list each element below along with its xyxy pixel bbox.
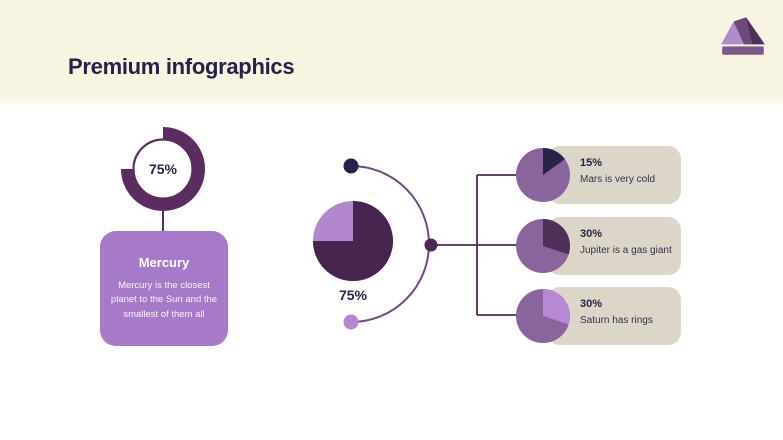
mercury-card-title: Mercury <box>138 255 190 270</box>
mercury-card: Mercury Mercury is the closest planet to… <box>100 231 228 346</box>
legend-card-mars: 15% Mars is very cold <box>516 146 681 204</box>
mercury-card-description: Mercury is the closest planet to the Sun… <box>110 280 218 320</box>
legend-card-jupiter: 30% Jupiter is a gas giant <box>516 217 681 275</box>
donut-ring <box>121 127 205 211</box>
page-title: Premium infographics <box>68 54 295 79</box>
main-pie-chart <box>313 201 393 281</box>
mars-percent-label: 15% <box>580 157 603 169</box>
donut-percent-label: 75% <box>148 161 178 177</box>
donut-connector-line <box>162 211 164 232</box>
jupiter-percent-label: 30% <box>580 228 603 240</box>
main-pie-percent-label: 75% <box>338 287 368 303</box>
saturn-pie-chart <box>516 289 570 343</box>
jupiter-caption: Jupiter is a gas giant <box>580 245 672 256</box>
saturn-caption: Saturn has rings <box>580 315 653 326</box>
mercury-donut-chart: 75% <box>121 127 205 211</box>
arc-top-dot <box>343 158 359 174</box>
arc-bottom-dot <box>343 314 359 330</box>
arc-middle-dot <box>424 238 438 252</box>
mars-caption: Mars is very cold <box>580 174 656 185</box>
bracket-lines <box>435 174 532 316</box>
jupiter-pie-chart <box>516 219 570 273</box>
saturn-percent-label: 30% <box>580 298 603 310</box>
mars-pie-chart <box>516 148 570 202</box>
crown-icon <box>721 17 765 55</box>
legend-card-saturn: 30% Saturn has rings <box>516 287 681 345</box>
